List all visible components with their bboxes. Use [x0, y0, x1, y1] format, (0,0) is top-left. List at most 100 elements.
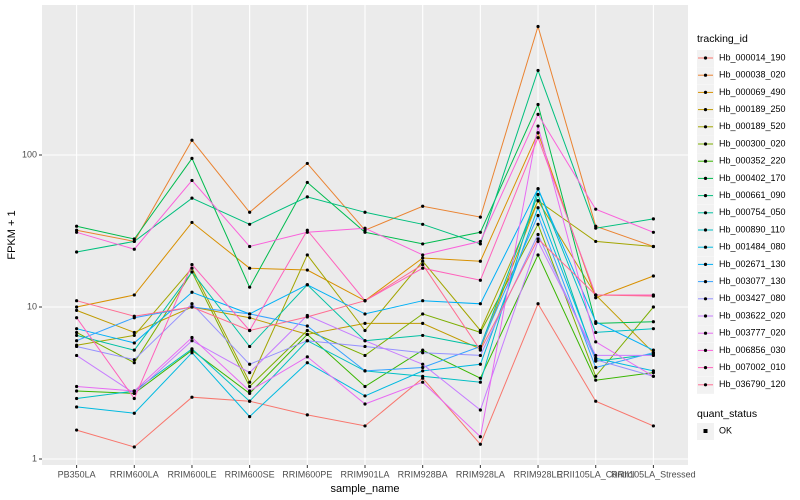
- data-point: [248, 389, 252, 393]
- data-point: [594, 330, 598, 335]
- data-point: [305, 413, 309, 417]
- legend-label: Hb_000014_190: [719, 52, 786, 62]
- legend-point: [703, 228, 708, 232]
- data-point: [248, 244, 252, 249]
- legend-label: Hb_003777_020: [719, 328, 786, 338]
- data-point: [536, 131, 540, 135]
- legend-label: Hb_000300_020: [719, 138, 786, 148]
- x-tick-label: RRIM600PE: [282, 469, 332, 479]
- data-point: [75, 389, 79, 393]
- x-tick-label: RRIM600SE: [225, 469, 275, 479]
- data-point: [305, 339, 309, 343]
- legend-point: [703, 56, 708, 60]
- data-point: [651, 327, 655, 331]
- data-point: [248, 285, 252, 289]
- x-tick-label: RRIM928LE: [514, 469, 563, 479]
- data-point: [421, 348, 425, 352]
- data-point: [190, 335, 194, 340]
- data-point: [248, 391, 252, 396]
- legend-label: Hb_003077_130: [719, 276, 786, 286]
- y-tick-label: 10: [27, 301, 37, 311]
- legend-point: [703, 211, 708, 215]
- data-point: [536, 68, 540, 73]
- data-point: [651, 351, 655, 355]
- legend-label: Hb_003427_080: [719, 293, 786, 303]
- data-point: [536, 102, 540, 107]
- data-point: [594, 399, 598, 403]
- data-point: [75, 224, 79, 228]
- data-point: [75, 396, 79, 401]
- y-tick-label: 100: [22, 149, 37, 159]
- legend-label: Hb_000402_170: [719, 173, 786, 183]
- data-point: [421, 204, 425, 208]
- data-point: [248, 344, 252, 349]
- data-point: [248, 399, 252, 403]
- data-point: [132, 389, 136, 393]
- x-tick-label: RRII105LA_Control: [557, 469, 635, 479]
- data-point: [594, 296, 598, 300]
- data-point: [248, 210, 252, 214]
- data-point: [190, 270, 194, 274]
- data-point: [536, 232, 540, 237]
- data-point: [305, 228, 309, 232]
- legend-point: [703, 159, 708, 163]
- data-point: [651, 374, 655, 378]
- legend-point: [703, 90, 708, 94]
- data-point: [305, 361, 309, 365]
- legend-label: Hb_000189_520: [719, 121, 786, 131]
- data-point: [248, 312, 252, 316]
- data-point: [421, 259, 425, 263]
- data-point: [132, 358, 136, 362]
- data-point: [132, 239, 136, 244]
- data-point: [421, 321, 425, 325]
- data-point: [363, 402, 367, 406]
- legend-label: Hb_036790_120: [719, 379, 786, 389]
- data-point: [132, 247, 136, 251]
- data-point: [132, 391, 136, 396]
- data-point: [248, 371, 252, 375]
- data-point: [190, 178, 194, 183]
- legend-label: Hb_003622_020: [719, 310, 786, 320]
- data-point: [421, 333, 425, 338]
- legend-point: [703, 314, 708, 318]
- data-point: [75, 384, 79, 389]
- data-point: [421, 266, 425, 270]
- data-point: [478, 362, 482, 366]
- legend-point: [703, 125, 708, 129]
- data-point: [651, 294, 655, 298]
- data-point: [363, 312, 367, 316]
- data-point: [478, 435, 482, 439]
- legend-point: [703, 331, 708, 335]
- data-point: [421, 263, 425, 267]
- data-point: [594, 358, 598, 362]
- data-point: [536, 187, 540, 191]
- data-point: [190, 220, 194, 225]
- data-point: [421, 362, 425, 366]
- data-point: [421, 242, 425, 246]
- data-point: [536, 206, 540, 210]
- legend-label: Hb_006856_030: [719, 345, 786, 355]
- data-point: [248, 415, 252, 419]
- data-point: [248, 380, 252, 384]
- data-point: [363, 384, 367, 389]
- data-point: [305, 268, 309, 272]
- data-point: [190, 351, 194, 355]
- legend-point: [703, 108, 708, 112]
- data-point: [536, 124, 540, 128]
- data-point: [75, 405, 79, 409]
- data-point: [421, 299, 425, 303]
- data-point: [594, 226, 598, 230]
- data-point: [132, 330, 136, 335]
- data-point: [190, 305, 194, 309]
- x-tick-label: RRIM928LA: [456, 469, 505, 479]
- data-point: [536, 302, 540, 306]
- data-point: [305, 195, 309, 199]
- data-point: [75, 305, 79, 309]
- data-point: [651, 424, 655, 428]
- legend-label: Hb_000661_090: [719, 190, 786, 200]
- legend-point: [703, 194, 708, 198]
- data-point: [305, 328, 309, 333]
- data-point: [75, 230, 79, 234]
- data-point: [536, 239, 540, 244]
